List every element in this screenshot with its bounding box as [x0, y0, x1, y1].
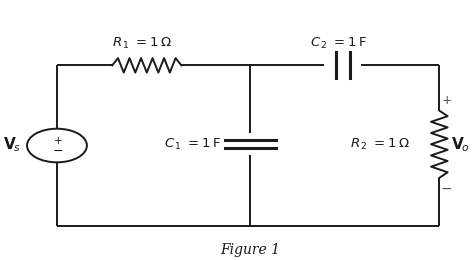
Text: $-$: $-$ [52, 144, 64, 157]
Text: $+$: $+$ [441, 94, 452, 107]
Text: $\mathbf{V}_{\!o}$: $\mathbf{V}_{\!o}$ [451, 135, 469, 154]
Text: $R_{\,1}\ =1\,\Omega$: $R_{\,1}\ =1\,\Omega$ [112, 36, 172, 51]
Text: $-$: $-$ [440, 181, 452, 195]
Text: $+$: $+$ [53, 135, 63, 146]
Text: $R_{\,2}\ =1\,\Omega$: $R_{\,2}\ =1\,\Omega$ [350, 137, 410, 152]
Text: Figure 1: Figure 1 [220, 243, 281, 257]
Text: $C_{\,2}\ =1\,\mathrm{F}$: $C_{\,2}\ =1\,\mathrm{F}$ [310, 36, 366, 51]
Text: $C_{\,1}\ =1\,\mathrm{F}$: $C_{\,1}\ =1\,\mathrm{F}$ [164, 137, 220, 152]
Text: $\mathbf{V}_{\!s}$: $\mathbf{V}_{\!s}$ [2, 135, 20, 154]
